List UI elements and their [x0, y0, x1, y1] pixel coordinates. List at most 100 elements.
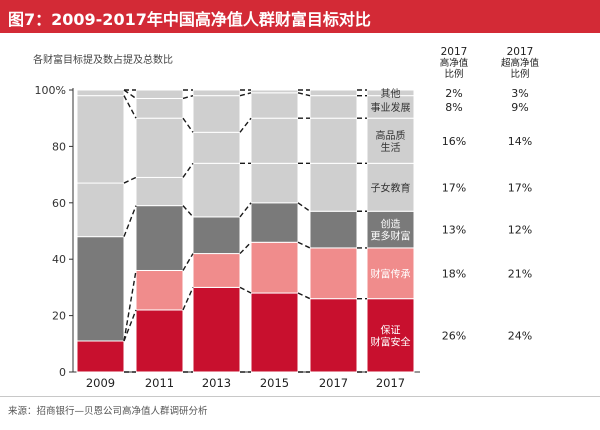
connector-line — [297, 202, 311, 212]
bar-segment-protect_wealth — [135, 309, 184, 373]
bar-segment-children_education — [309, 162, 358, 212]
y-tick-label: 80 — [52, 140, 66, 153]
bar-segment-create_wealth — [192, 216, 241, 255]
bar-segment-other — [135, 89, 184, 99]
bar-segment-children_education — [135, 176, 184, 207]
uhnwi-value-quality_of_life: 14% — [508, 135, 532, 148]
connector-line — [239, 286, 252, 294]
connector-line — [239, 202, 252, 218]
bar-segment-other — [309, 89, 358, 97]
bar-segment-quality_of_life — [192, 131, 241, 164]
bar-segment-career — [192, 95, 241, 133]
segment-label-wealth_inheritance: 财富传承 — [371, 267, 411, 280]
uhnwi-column-header: 2017 超高净值 比例 — [492, 46, 548, 80]
bar-segment-wealth_inheritance — [192, 253, 241, 288]
source-note: 来源：招商银行—贝恩公司高净值人群调研分析 — [8, 406, 208, 417]
bar-segment-wealth_inheritance — [250, 241, 299, 294]
x-tick-label: 2017 — [319, 376, 348, 390]
chart-title: 图7：2009-2017年中国高净值人群财富目标对比 — [8, 10, 371, 29]
uhnwi-value-other: 3% — [511, 87, 528, 100]
segment-label-career: 事业发展 — [371, 101, 411, 114]
connector-line — [182, 162, 194, 178]
uhnwi-value-create_wealth: 12% — [508, 224, 532, 237]
y-tick-label: 60 — [52, 197, 66, 210]
segment-label-create_wealth: 创造 — [381, 218, 401, 231]
segment-label-quality_of_life: 生活 — [381, 141, 401, 154]
connector-line — [182, 205, 194, 218]
connector-line — [123, 309, 137, 342]
bar-segment-career — [309, 95, 358, 119]
title-bar: 图7：2009-2017年中国高净值人群财富目标对比 — [0, 0, 600, 33]
bar-segment-wealth_inheritance — [309, 247, 358, 300]
uhnwi-value-protect_wealth: 24% — [508, 329, 532, 342]
uhnwi-value-career: 9% — [511, 101, 528, 114]
bar-segment-create_wealth — [76, 236, 125, 342]
hnwi-value-create_wealth: 13% — [442, 224, 466, 237]
connector-line — [182, 253, 194, 271]
source-divider — [0, 396, 600, 397]
segment-label-quality_of_life: 高品质 — [376, 129, 406, 142]
uhnwi-value-wealth_inheritance: 21% — [508, 267, 532, 280]
uhnwi-label-line2: 比例 — [510, 69, 530, 80]
connector-line — [239, 241, 252, 255]
uhnwi-year: 2017 — [506, 46, 534, 58]
uhnwi-value-children_education: 17% — [508, 181, 532, 194]
segment-label-other: 其他 — [381, 87, 401, 100]
y-tick-label: 100% — [35, 84, 66, 97]
bar-segment-career — [135, 97, 184, 119]
hnwi-value-career: 8% — [445, 101, 462, 114]
y-tick-label: 40 — [52, 253, 66, 266]
bar-segment-other — [366, 89, 415, 97]
x-tick-label: 2017 — [376, 376, 405, 390]
connector-line — [123, 270, 137, 342]
bar-segment-protect_wealth — [76, 340, 125, 373]
connector-line — [297, 292, 311, 300]
bar-segment-wealth_inheritance — [135, 269, 184, 311]
bar-segment-children_education — [192, 162, 241, 218]
hnwi-value-children_education: 17% — [442, 181, 466, 194]
bar-segment-quality_of_life — [309, 117, 358, 164]
bar-segment-protect_wealth — [192, 286, 241, 373]
bar-segment-protect_wealth — [309, 298, 358, 373]
uhnwi-label-line1: 超高净值 — [500, 58, 539, 69]
x-tick-label: 2013 — [202, 376, 231, 390]
connector-line — [297, 241, 311, 249]
segment-label-protect_wealth: 财富安全 — [371, 335, 411, 348]
hnwi-value-quality_of_life: 16% — [442, 135, 466, 148]
bar-segment-quality_of_life — [76, 95, 125, 184]
hnwi-column-header: 2017 高净值 比例 — [428, 46, 480, 80]
hnwi-value-other: 2% — [445, 87, 462, 100]
bar-segment-children_education — [250, 162, 299, 204]
segment-label-protect_wealth: 保证 — [381, 323, 401, 336]
bar-segment-wealth_inheritance — [366, 247, 415, 300]
hnwi-label-line1: 高净值 — [439, 58, 469, 69]
connector-line — [239, 117, 252, 133]
x-tick-label: 2015 — [260, 376, 289, 390]
connector-line — [123, 95, 137, 119]
connector-line — [123, 89, 137, 100]
chart-subtitle: 各财富目标提及数占提及总数比 — [33, 55, 173, 66]
connector-line — [182, 287, 194, 311]
bar-segment-quality_of_life — [135, 117, 184, 178]
bar-segment-other — [192, 89, 241, 97]
hnwi-value-protect_wealth: 26% — [442, 329, 466, 342]
bar-segment-create_wealth — [250, 202, 299, 243]
bar-segment-create_wealth — [309, 210, 358, 249]
connector-line — [182, 94, 194, 100]
bar-segment-other — [250, 89, 299, 94]
hnwi-value-wealth_inheritance: 18% — [442, 267, 466, 280]
connector-line — [182, 117, 194, 133]
x-tick-label: 2009 — [86, 376, 115, 390]
connector-line — [239, 92, 252, 97]
segment-label-create_wealth: 更多财富 — [371, 230, 411, 243]
y-tick-label: 0 — [59, 366, 66, 379]
y-tick-label: 20 — [52, 310, 66, 323]
bar-segment-children_education — [366, 162, 415, 212]
connector-line — [123, 176, 137, 184]
hnwi-year: 2017 — [440, 46, 468, 58]
bar-segment-children_education — [76, 182, 125, 238]
connector-line — [123, 205, 137, 237]
bar-segment-create_wealth — [135, 205, 184, 271]
hnwi-label-line2: 比例 — [444, 69, 464, 80]
